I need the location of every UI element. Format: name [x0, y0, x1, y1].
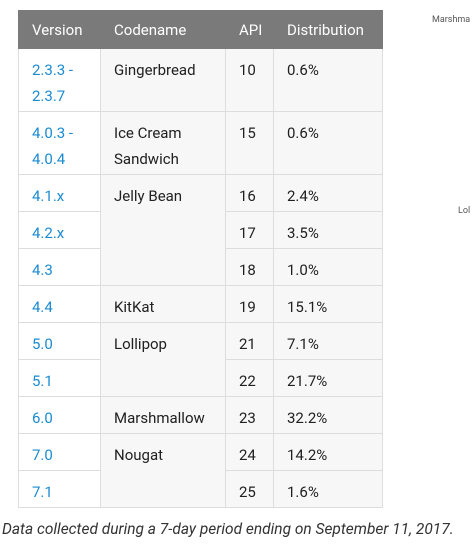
table-row: 7.1 25 1.6%	[18, 470, 383, 508]
table-row: 7.0 Nougat 24 14.2%	[18, 433, 383, 508]
header-cell: Version	[18, 10, 101, 49]
version-cell: 4.0.3 - 4.0.4	[18, 111, 101, 175]
version-cell: 7.0	[18, 433, 101, 471]
codename-cell: Ice Cream Sandwich	[100, 111, 226, 175]
table-row: 4.4 KitKat 19 15.1%	[18, 285, 383, 323]
version-cell: 4.1.x	[18, 174, 101, 212]
codename-cell: KitKat	[100, 285, 226, 323]
table-row: 4.1.x Jelly Bean 16 2.4%	[18, 174, 383, 286]
table-row: 2.3.3 - 2.3.7 Gingerbread 10 0.6%	[18, 48, 383, 112]
codename-cell: Nougat	[100, 433, 226, 508]
header-cell: Distribution	[273, 10, 383, 49]
distribution-cell: 2.4%	[273, 174, 383, 212]
distribution-cell: 3.5%	[273, 211, 383, 249]
distribution-cell: 0.6%	[273, 111, 383, 175]
codename-cell: Marshmallow	[100, 396, 226, 434]
version-cell: 4.3	[18, 248, 101, 286]
table-row: 5.1 22 21.7%	[18, 359, 383, 397]
api-cell: 19	[225, 285, 274, 323]
codename-cell: Lollipop	[100, 322, 226, 397]
distribution-table: Version Codename API Distribution 2.3.3 - 2…	[18, 10, 383, 508]
api-cell: 24	[225, 433, 274, 471]
api-cell: 22	[225, 359, 274, 397]
distribution-cell: 15.1%	[273, 285, 383, 323]
version-cell: 2.3.3 - 2.3.7	[18, 48, 101, 112]
caption: Data collected during a 7-day period end…	[2, 520, 454, 538]
api-cell: 18	[225, 248, 274, 286]
version-cell: 4.2.x	[18, 211, 101, 249]
api-cell: 16	[225, 174, 274, 212]
distribution-cell: 32.2%	[273, 396, 383, 434]
table-head: Version Codename API Distribution	[18, 10, 383, 49]
distribution-cell: 0.6%	[273, 48, 383, 112]
version-cell: 5.0	[18, 322, 101, 360]
codename-cell: Gingerbread	[100, 48, 226, 112]
table-row: 4.3 18 1.0%	[18, 248, 383, 286]
pie-label: Marshma	[432, 15, 471, 25]
version-cell: 7.1	[18, 470, 101, 508]
distribution-cell: 1.0%	[273, 248, 383, 286]
pie-label: Lol	[458, 206, 471, 216]
api-cell: 10	[225, 48, 274, 112]
header-cell: Codename	[100, 10, 226, 49]
distribution-cell: 1.6%	[273, 470, 383, 508]
distribution-cell: 7.1%	[273, 322, 383, 360]
api-cell: 15	[225, 111, 274, 175]
version-cell: 5.1	[18, 359, 101, 397]
header-row: Version Codename API Distribution	[18, 10, 383, 49]
table-row: 5.0 Lollipop 21 7.1%	[18, 322, 383, 397]
api-cell: 21	[225, 322, 274, 360]
table-row: 6.0 Marshmallow 23 32.2%	[18, 396, 383, 434]
version-cell: 6.0	[18, 396, 101, 434]
codename-cell: Jelly Bean	[100, 174, 226, 286]
api-cell: 17	[225, 211, 274, 249]
table-body: 2.3.3 - 2.3.7 Gingerbread 10 0.6% 4.0.3 - 4.…	[18, 48, 383, 508]
distribution-cell: 21.7%	[273, 359, 383, 397]
table-row: 4.0.3 - 4.0.4 Ice Cream Sandwich 15 0.6%	[18, 111, 383, 175]
version-cell: 4.4	[18, 285, 101, 323]
api-cell: 25	[225, 470, 274, 508]
table-row: 4.2.x 17 3.5%	[18, 211, 383, 249]
header-cell: API	[225, 10, 274, 49]
distribution-cell: 14.2%	[273, 433, 383, 471]
api-cell: 23	[225, 396, 274, 434]
